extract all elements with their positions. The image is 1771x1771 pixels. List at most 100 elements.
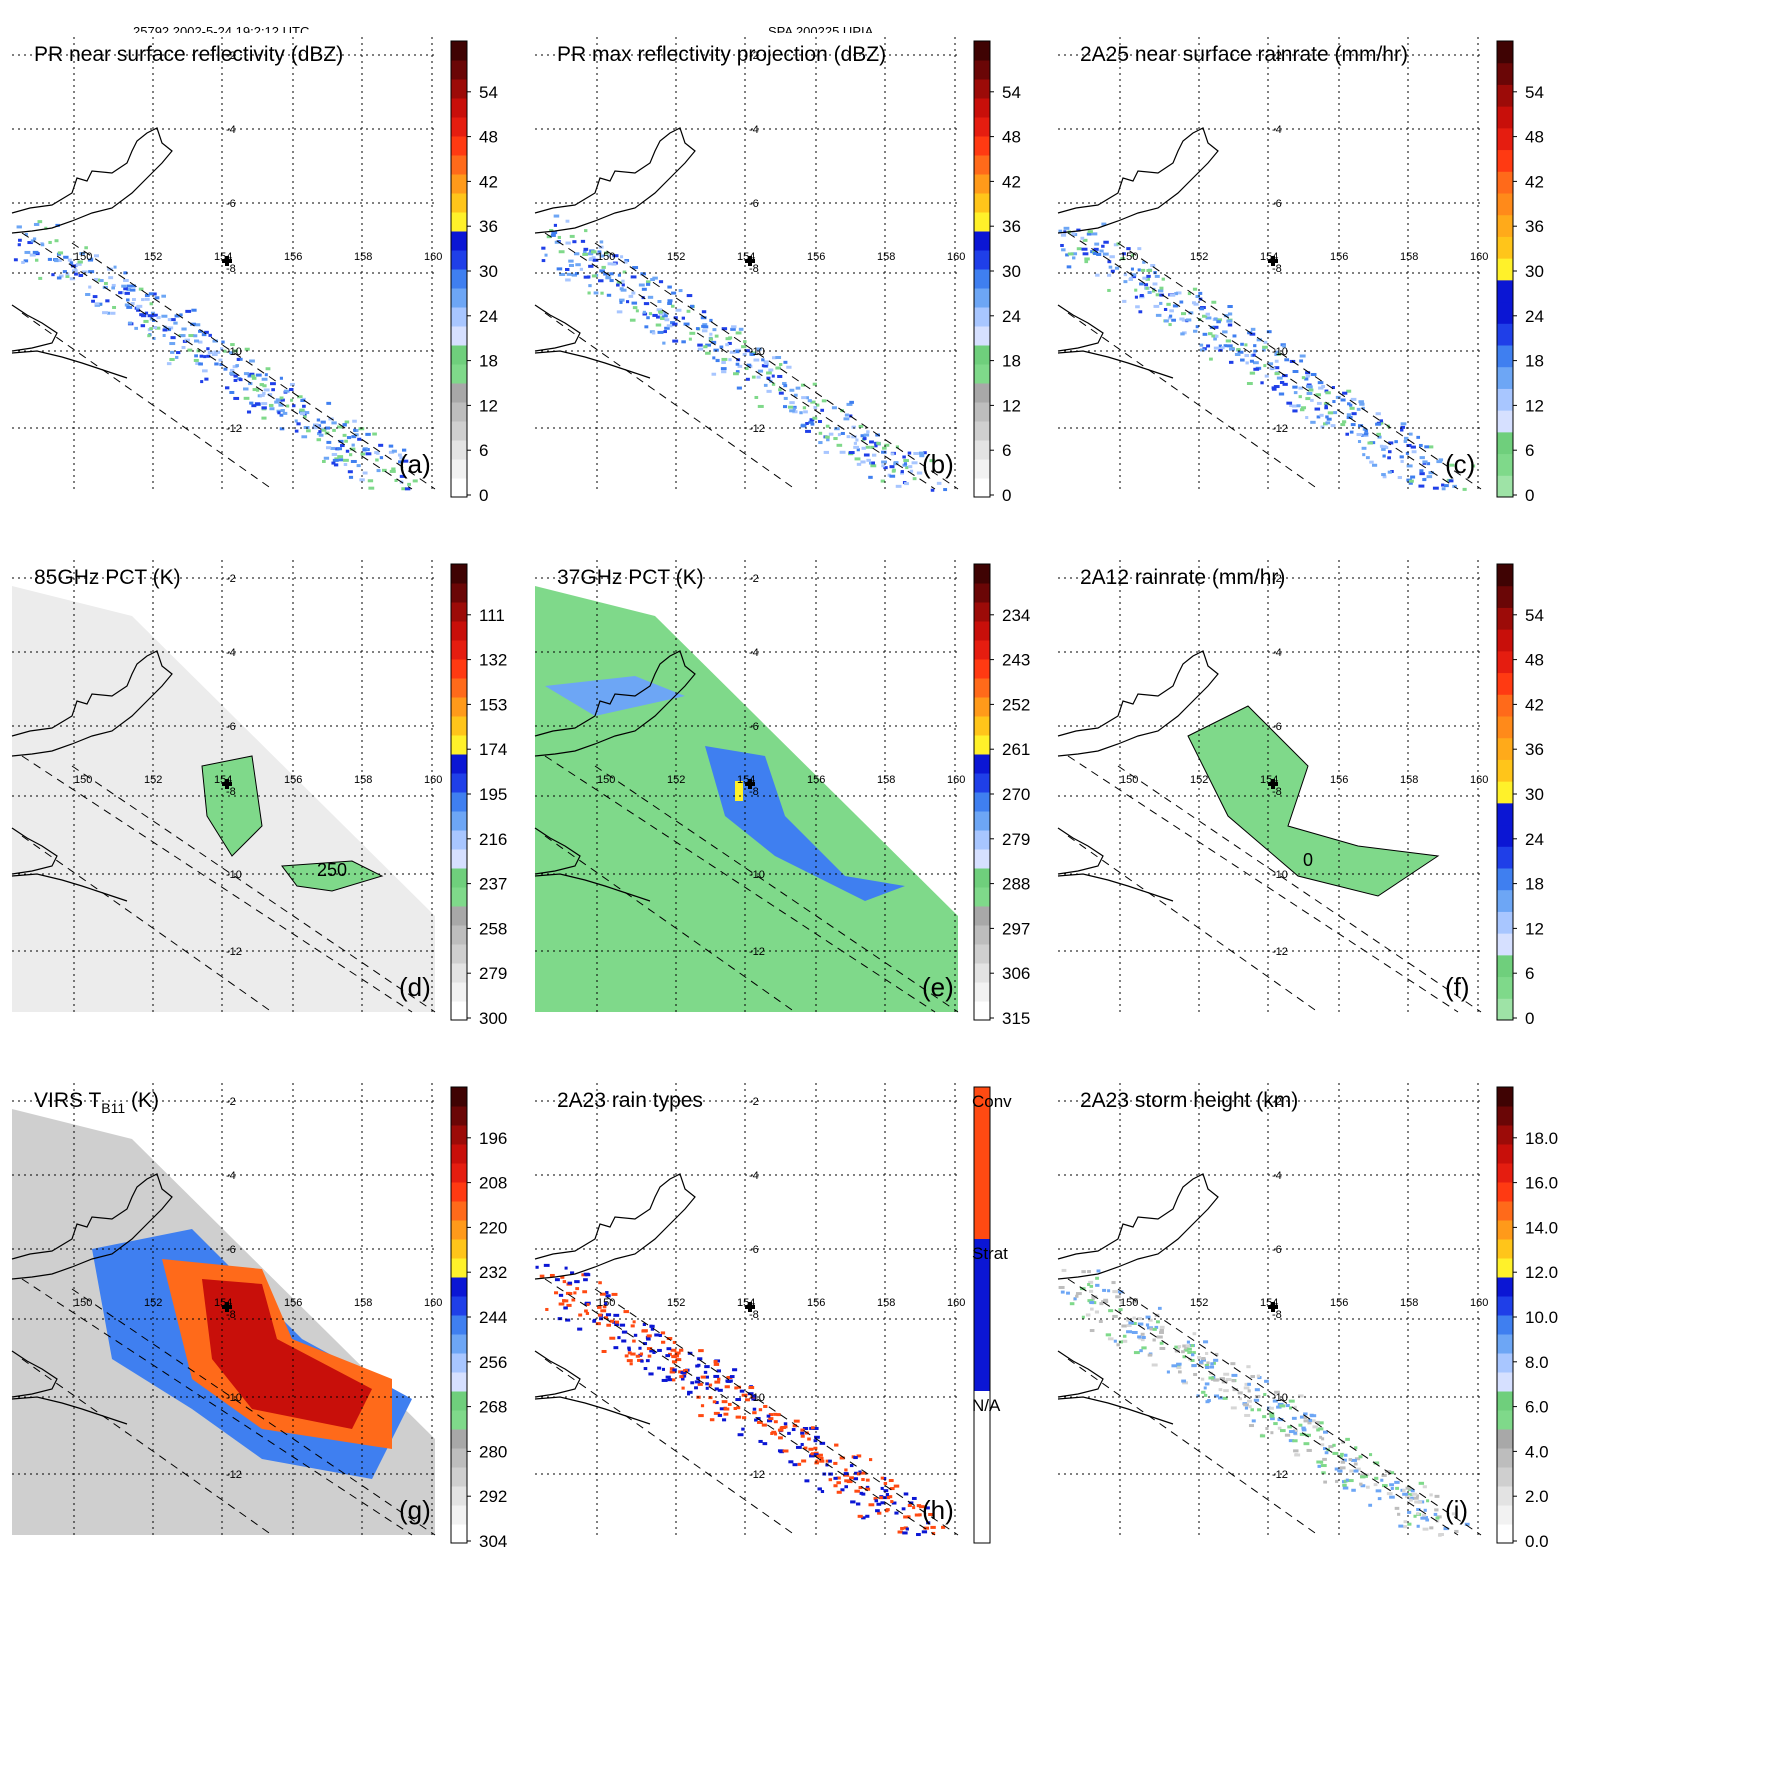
precip-pixel — [1222, 330, 1228, 334]
precip-pixel — [778, 388, 782, 392]
precip-pixel — [149, 327, 154, 331]
precip-pixel — [1192, 287, 1198, 291]
precip-pixel — [1343, 1479, 1348, 1483]
precip-pixel — [541, 246, 546, 250]
precip-pixel — [630, 1352, 636, 1356]
colorbar-segment — [451, 1201, 467, 1221]
precip-pixel — [1236, 348, 1241, 352]
precip-pixel — [1191, 1364, 1197, 1368]
precip-pixel — [1310, 420, 1316, 424]
precip-pixel — [1310, 372, 1317, 376]
precip-pixel — [803, 410, 808, 414]
precip-pixel — [1332, 1451, 1339, 1455]
precip-pixel — [93, 277, 98, 281]
precip-pixel — [914, 1513, 921, 1517]
lon-label: 156 — [1330, 774, 1348, 786]
precip-pixel — [589, 257, 593, 261]
precip-pixel — [629, 1362, 633, 1366]
precip-pixel — [870, 464, 877, 468]
precip-pixel — [571, 273, 577, 277]
precip-pixel — [657, 330, 664, 334]
colorbar-segment — [451, 659, 467, 679]
precip-pixel — [731, 325, 737, 329]
precip-pixel — [1287, 1425, 1292, 1429]
precip-pixel — [1428, 445, 1434, 449]
lon-label: 152 — [1190, 774, 1208, 786]
precip-pixel — [681, 340, 686, 344]
colorbar-tick-label: 196 — [479, 1129, 507, 1148]
precip-pixel — [911, 1496, 917, 1500]
precip-pixel — [800, 1431, 805, 1435]
precip-pixel — [1180, 312, 1187, 316]
coastline — [1057, 304, 1104, 352]
precip-pixel — [203, 355, 207, 359]
precip-pixel — [905, 466, 909, 470]
precip-pixel — [873, 1497, 878, 1501]
colorbar-segment — [451, 1296, 467, 1316]
precip-pixel — [766, 1419, 773, 1423]
precip-pixel — [199, 354, 204, 358]
precip-pixel — [1152, 282, 1158, 286]
coastline — [11, 827, 58, 875]
precip-pixel — [918, 1505, 925, 1509]
coastline — [1057, 1173, 1219, 1280]
precip-pixel — [565, 1318, 571, 1322]
precip-pixel — [669, 1367, 675, 1371]
precip-pixel — [1349, 403, 1353, 407]
precip-pixel — [1415, 1494, 1419, 1498]
precip-pixel — [1131, 1330, 1138, 1334]
precip-pixel — [687, 1392, 691, 1396]
precip-pixel — [249, 401, 254, 405]
precip-pixel — [662, 341, 666, 345]
precip-pixel — [771, 374, 775, 378]
colorbar-tick-label: 36 — [479, 217, 498, 236]
precip-pixel — [656, 315, 660, 319]
precip-pixel — [1358, 400, 1364, 404]
precip-pixel — [108, 276, 114, 280]
precip-pixel — [261, 377, 268, 381]
precip-pixel — [284, 389, 290, 393]
precip-pixel — [666, 1347, 672, 1351]
colorbar-segment — [1497, 410, 1513, 433]
precip-pixel — [652, 1350, 656, 1354]
colorbar-segment — [451, 478, 467, 498]
colorbar-segment — [451, 1125, 467, 1145]
precip-pixel — [1368, 1453, 1373, 1457]
precip-pixel — [37, 220, 43, 224]
precip-pixel — [782, 381, 787, 385]
precip-pixel — [817, 1487, 822, 1491]
precip-pixel — [1382, 1484, 1388, 1488]
precip-pixel — [1058, 229, 1063, 233]
precip-pixel — [698, 1414, 704, 1418]
precip-pixel — [793, 405, 797, 409]
precip-pixel — [1123, 280, 1128, 284]
precip-pixel — [758, 1439, 763, 1443]
colorbar-tick-label: 216 — [479, 830, 507, 849]
precip-pixel — [40, 243, 45, 247]
colorbar-segment — [974, 1001, 990, 1021]
precip-pixel — [1141, 1335, 1146, 1339]
precip-pixel — [553, 223, 558, 227]
precip-pixel — [907, 451, 912, 455]
precip-pixel — [1126, 247, 1131, 251]
precip-pixel — [923, 451, 927, 455]
colorbar-tick-label: 12.0 — [1525, 1263, 1558, 1282]
lat-label: -12 — [749, 946, 765, 958]
precip-pixel — [1234, 352, 1241, 356]
precip-pixel — [821, 399, 827, 403]
precip-pixel — [787, 1431, 791, 1435]
precip-pixel — [1344, 1453, 1348, 1457]
warm-pixel — [735, 781, 743, 801]
precip-pixel — [766, 376, 771, 380]
precip-pixel — [1130, 273, 1137, 277]
precip-pixel — [407, 482, 411, 486]
precip-pixel — [1318, 1421, 1324, 1425]
precip-pixel — [751, 375, 756, 379]
colorbar-segment — [974, 136, 990, 156]
precip-pixel — [322, 459, 326, 463]
precip-pixel — [388, 444, 394, 448]
precip-pixel — [1166, 1370, 1170, 1374]
precip-pixel — [237, 357, 243, 361]
precip-pixel — [1347, 402, 1351, 406]
precip-pixel — [1199, 343, 1204, 347]
